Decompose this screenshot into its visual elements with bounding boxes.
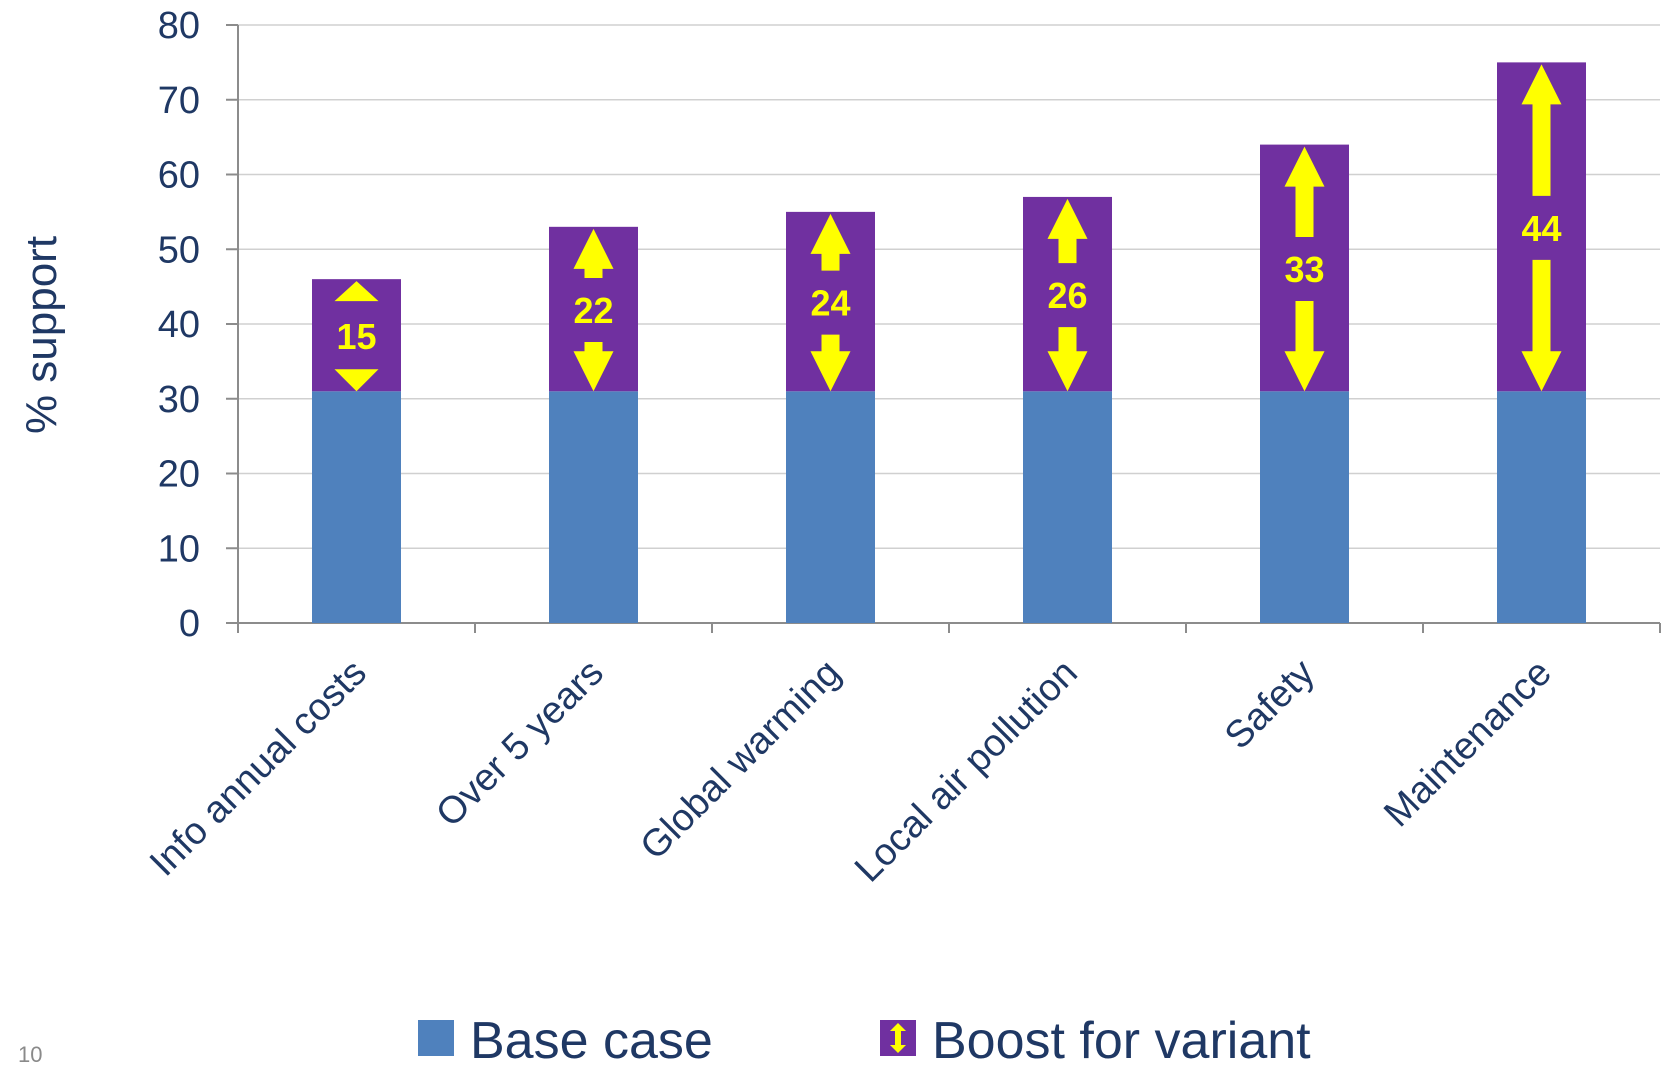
arrow-up-icon <box>1284 146 1325 237</box>
legend: Base case Boost for variant <box>418 1012 1311 1070</box>
bar-base-case <box>1023 391 1112 623</box>
y-axis-label: % support <box>17 236 66 434</box>
arrow-up-icon <box>810 213 851 271</box>
x-axis-categories: Info annual costs Over 5 years Global warm… <box>142 652 1560 891</box>
bar-group: 44 <box>1497 62 1586 623</box>
x-category-label: Maintenance <box>1376 652 1560 836</box>
data-label: 44 <box>1521 208 1561 249</box>
x-category-label: Global warming <box>632 652 848 868</box>
data-label: 15 <box>336 316 376 357</box>
arrow-up-icon <box>334 281 379 302</box>
arrow-down-icon <box>810 334 851 392</box>
bar-group: 22 <box>549 226 638 623</box>
data-label: 33 <box>1284 249 1324 290</box>
legend-swatch-base-case <box>418 1020 454 1056</box>
arrow-down-icon <box>1047 327 1088 392</box>
bar-group: 24 <box>786 211 875 623</box>
arrow-down-icon <box>1521 259 1562 392</box>
y-axis-ticks: 0 10 20 30 40 50 60 70 80 <box>158 5 200 645</box>
x-category-label: Over 5 years <box>428 652 612 836</box>
bar-group: 33 <box>1260 144 1349 623</box>
y-tick-label: 60 <box>158 155 200 197</box>
gridlines <box>226 24 1661 633</box>
bar-group: 15 <box>312 279 401 623</box>
x-category-label: Safety <box>1217 652 1323 758</box>
bar-base-case <box>1497 391 1586 623</box>
y-tick-label: 0 <box>179 603 200 645</box>
arrow-down-icon <box>1284 300 1325 392</box>
y-tick-label: 30 <box>158 379 200 421</box>
legend-arrow-icon <box>890 1023 906 1053</box>
y-tick-label: 10 <box>158 528 200 570</box>
y-tick-label: 40 <box>158 304 200 346</box>
arrow-up-icon <box>573 228 614 279</box>
bar-group: 26 <box>1023 196 1112 623</box>
bars: 15 22 24 26 33 44 <box>312 62 1586 623</box>
x-category-label: Info annual costs <box>142 652 375 885</box>
y-tick-label: 20 <box>158 454 200 496</box>
bar-base-case <box>312 391 401 623</box>
x-category-label: Local air pollution <box>847 652 1086 891</box>
arrow-down-icon <box>334 369 379 392</box>
data-label: 22 <box>573 290 613 331</box>
arrow-up-icon <box>1521 64 1562 196</box>
legend-label-base-case: Base case <box>470 1012 713 1070</box>
bar-base-case <box>1260 391 1349 623</box>
legend-label-boost: Boost for variant <box>932 1012 1311 1070</box>
bar-base-case <box>549 391 638 623</box>
bar-base-case <box>786 391 875 623</box>
page-number: 10 <box>18 1042 42 1067</box>
data-label: 24 <box>810 283 850 324</box>
y-tick-label: 50 <box>158 229 200 271</box>
arrow-up-icon <box>1047 198 1088 264</box>
y-tick-label: 80 <box>158 5 200 47</box>
y-tick-label: 70 <box>158 80 200 122</box>
data-label: 26 <box>1047 275 1087 316</box>
arrow-down-icon <box>573 342 614 392</box>
